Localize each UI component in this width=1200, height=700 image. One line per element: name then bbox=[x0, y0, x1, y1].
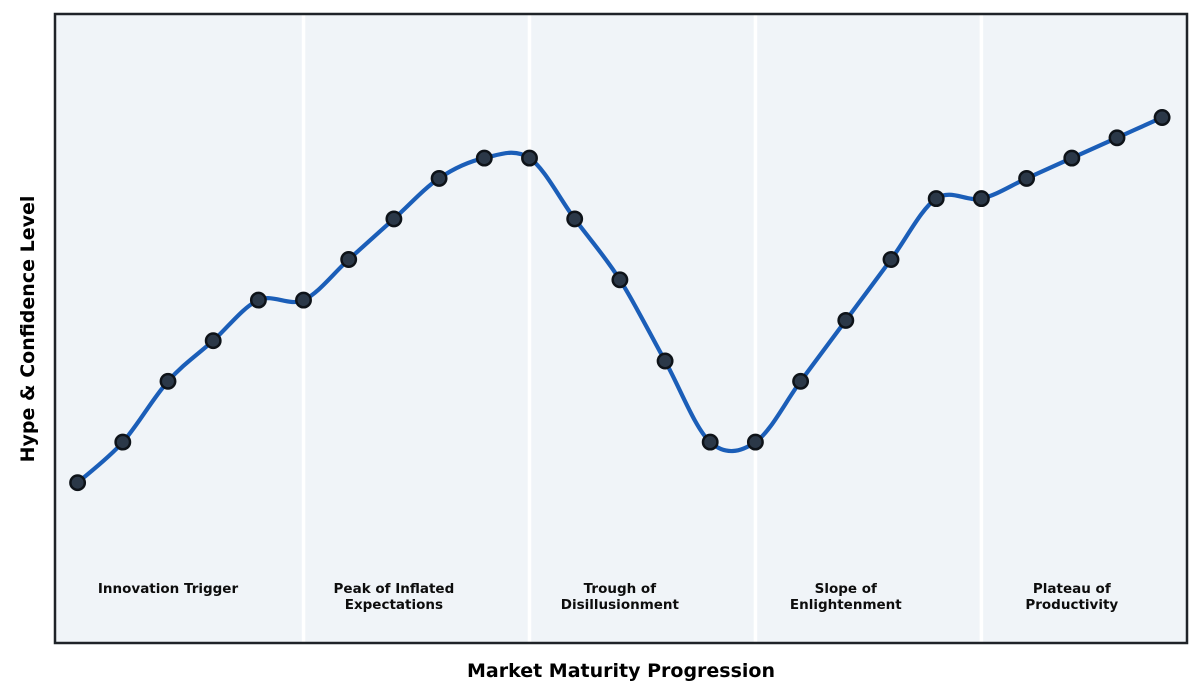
phase-label-innovation-trigger: Innovation Trigger bbox=[98, 581, 238, 597]
phase-label-line: Peak of Inflated bbox=[333, 581, 455, 597]
phase-label-slope-of-enlightenment: Slope of Enlightenment bbox=[790, 581, 902, 613]
phase-label-peak-of-inflated-expectations: Peak of Inflated Expectations bbox=[334, 581, 455, 613]
phase-label-line: Productivity bbox=[1025, 597, 1119, 613]
phase-label-line: Disillusionment bbox=[560, 597, 679, 613]
phase-label-trough-of-disillusionment: Trough of Disillusionment bbox=[561, 581, 679, 613]
y-axis-label: Hype & Confidence Level bbox=[17, 195, 39, 463]
phase-label-line: Slope of bbox=[814, 581, 877, 597]
phase-label-line: Innovation Trigger bbox=[97, 581, 239, 597]
phase-label-plateau-of-productivity: Plateau of Productivity bbox=[1025, 581, 1118, 613]
phase-label-line: Trough of bbox=[583, 581, 657, 597]
x-axis-label: Market Maturity Progression bbox=[466, 660, 776, 682]
phase-label-line: Expectations bbox=[344, 597, 444, 613]
phase-label-line: Enlightenment bbox=[789, 597, 902, 613]
phase-label-line: Plateau of bbox=[1032, 581, 1111, 597]
